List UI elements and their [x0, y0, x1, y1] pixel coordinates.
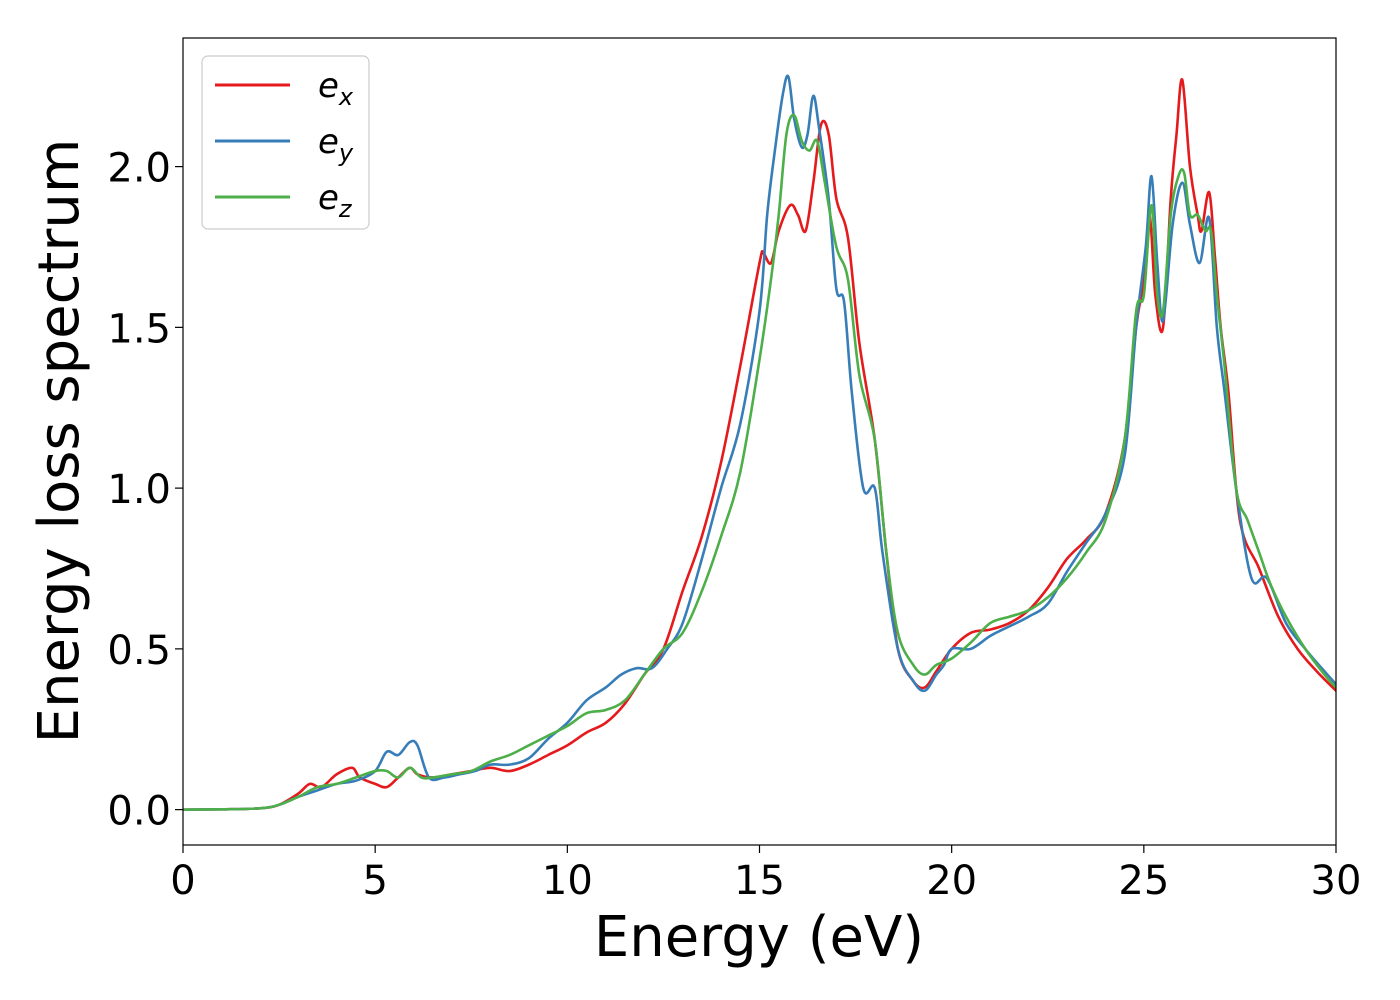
ticks-layer: 0 5 10 15 20 25 30 0.0 0.5 1.0 1.5 2.0	[107, 146, 1361, 904]
series-layer	[183, 74, 1336, 811]
y-tick-label: 2.0	[107, 146, 171, 192]
y-tick-label: 0.5	[107, 628, 171, 674]
legend-label-y: ey	[318, 122, 354, 167]
x-tick-label: 5	[362, 858, 387, 904]
x-tick-label: 30	[1311, 858, 1362, 904]
x-axis-label: Energy (eV)	[594, 905, 924, 970]
y-tick-label: 1.5	[107, 306, 171, 352]
y-axis-label: Energy loss spectrum	[27, 139, 92, 744]
series-line-z	[183, 113, 1336, 811]
y-tick-label: 1.0	[107, 467, 171, 513]
x-tick-label: 25	[1118, 858, 1169, 904]
legend-label-x: ex	[318, 66, 354, 111]
y-tick-label: 0.0	[107, 789, 171, 835]
x-tick-label: 15	[734, 858, 785, 904]
x-tick-label: 0	[170, 858, 195, 904]
x-tick-label: 20	[926, 858, 977, 904]
x-tick-label: 10	[542, 858, 593, 904]
